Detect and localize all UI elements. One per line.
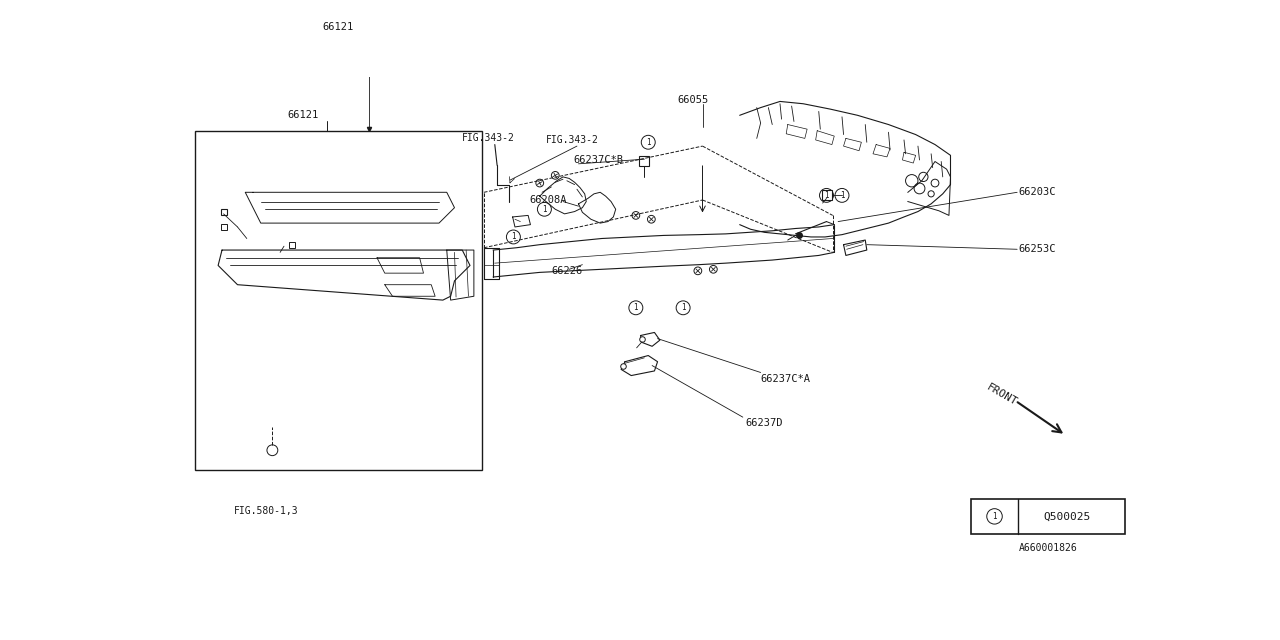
Circle shape <box>632 212 640 220</box>
Text: A660001826: A660001826 <box>1019 543 1078 553</box>
Circle shape <box>536 179 544 187</box>
Text: 1: 1 <box>646 138 650 147</box>
Bar <box>195 131 481 470</box>
Circle shape <box>628 301 643 315</box>
Text: 66055: 66055 <box>677 95 709 105</box>
Circle shape <box>819 188 833 202</box>
Text: 1: 1 <box>511 232 516 241</box>
Text: 66237D: 66237D <box>745 419 782 428</box>
Text: 66253C: 66253C <box>1019 244 1056 254</box>
Text: Q500025: Q500025 <box>1043 511 1091 522</box>
Circle shape <box>552 172 559 179</box>
Text: FRONT: FRONT <box>984 383 1019 408</box>
Text: FIG.580-1,3: FIG.580-1,3 <box>234 506 298 516</box>
Circle shape <box>676 301 690 315</box>
Text: 66121: 66121 <box>288 110 319 120</box>
Text: 1: 1 <box>824 191 829 200</box>
Circle shape <box>641 135 655 149</box>
Text: FIG.343-2: FIG.343-2 <box>462 133 515 143</box>
Circle shape <box>538 202 552 216</box>
Circle shape <box>709 266 717 273</box>
Text: 1: 1 <box>992 512 997 521</box>
Circle shape <box>268 445 278 456</box>
Text: 1: 1 <box>543 205 547 214</box>
Text: FIG.343-2: FIG.343-2 <box>547 135 599 145</box>
Text: 66237C*A: 66237C*A <box>760 374 810 383</box>
Text: 66208A: 66208A <box>529 195 567 205</box>
Circle shape <box>694 267 701 275</box>
Text: 66226: 66226 <box>552 266 582 276</box>
Circle shape <box>648 216 655 223</box>
Text: 1: 1 <box>840 191 845 200</box>
Circle shape <box>835 188 849 202</box>
Circle shape <box>507 230 521 244</box>
Text: 66121: 66121 <box>323 22 355 32</box>
Text: 1: 1 <box>681 303 685 312</box>
Bar <box>972 499 1125 534</box>
Text: 1: 1 <box>634 303 639 312</box>
Text: 66237C*B: 66237C*B <box>573 155 623 165</box>
Circle shape <box>987 509 1002 524</box>
Text: 66203C: 66203C <box>1019 188 1056 197</box>
